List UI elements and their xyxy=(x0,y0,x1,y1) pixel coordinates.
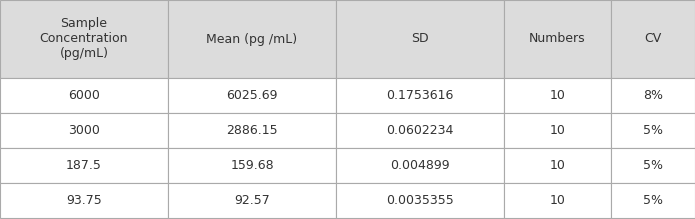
Text: 2886.15: 2886.15 xyxy=(226,124,278,137)
Bar xyxy=(0,0,168,78)
Text: Mean (pg /mL): Mean (pg /mL) xyxy=(206,32,297,46)
Bar xyxy=(0,148,168,183)
Bar xyxy=(504,0,611,78)
Text: 10: 10 xyxy=(550,194,566,207)
Text: 0.004899: 0.004899 xyxy=(390,159,450,172)
Text: 8%: 8% xyxy=(643,89,663,102)
Text: 10: 10 xyxy=(550,159,566,172)
Text: 10: 10 xyxy=(550,89,566,102)
Bar xyxy=(168,78,336,113)
Bar xyxy=(504,113,611,148)
Text: 159.68: 159.68 xyxy=(230,159,274,172)
Text: CV: CV xyxy=(644,32,662,46)
Text: 92.57: 92.57 xyxy=(234,194,270,207)
Text: 93.75: 93.75 xyxy=(66,194,102,207)
Bar xyxy=(336,0,504,78)
Text: 10: 10 xyxy=(550,124,566,137)
Bar xyxy=(0,183,168,218)
Text: 0.0035355: 0.0035355 xyxy=(386,194,454,207)
Text: Numbers: Numbers xyxy=(529,32,586,46)
Bar xyxy=(611,0,695,78)
Text: 3000: 3000 xyxy=(68,124,100,137)
Bar xyxy=(0,113,168,148)
Bar xyxy=(336,183,504,218)
Text: 187.5: 187.5 xyxy=(66,159,102,172)
Bar xyxy=(168,0,336,78)
Bar xyxy=(336,78,504,113)
Text: SD: SD xyxy=(411,32,429,46)
Bar xyxy=(504,148,611,183)
Text: 5%: 5% xyxy=(643,159,663,172)
Text: 0.1753616: 0.1753616 xyxy=(386,89,454,102)
Bar xyxy=(504,183,611,218)
Bar xyxy=(611,78,695,113)
Text: 6000: 6000 xyxy=(68,89,100,102)
Bar xyxy=(336,148,504,183)
Bar xyxy=(336,113,504,148)
Text: 5%: 5% xyxy=(643,124,663,137)
Bar xyxy=(0,78,168,113)
Text: 6025.69: 6025.69 xyxy=(227,89,278,102)
Bar xyxy=(611,183,695,218)
Bar xyxy=(168,148,336,183)
Text: 5%: 5% xyxy=(643,194,663,207)
Bar xyxy=(168,183,336,218)
Text: Sample
Concentration
(pg/mL): Sample Concentration (pg/mL) xyxy=(40,18,129,60)
Bar xyxy=(611,148,695,183)
Bar xyxy=(611,113,695,148)
Text: 0.0602234: 0.0602234 xyxy=(386,124,454,137)
Bar xyxy=(504,78,611,113)
Bar xyxy=(168,113,336,148)
